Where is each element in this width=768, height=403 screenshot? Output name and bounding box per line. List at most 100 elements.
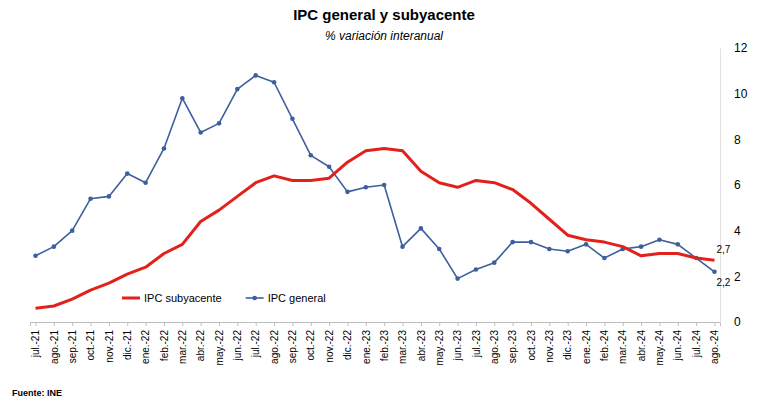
x-tick-mark <box>439 322 440 326</box>
series-marker <box>657 238 662 243</box>
legend-swatch <box>122 297 140 300</box>
x-tick-mark <box>292 322 293 326</box>
x-tick-mark <box>54 322 55 326</box>
series-marker <box>419 226 424 231</box>
series-marker <box>639 244 644 249</box>
x-tick-label: sep.-22 <box>287 330 298 364</box>
series-marker <box>602 256 607 261</box>
x-tick-mark <box>714 322 715 326</box>
x-tick-label: oct.-21 <box>85 330 96 361</box>
legend-marker <box>252 296 257 301</box>
series-marker <box>162 146 167 151</box>
series-marker <box>52 244 57 249</box>
series-marker <box>88 196 93 201</box>
x-tick-mark <box>237 322 238 326</box>
x-axis: jul.-21 ago.-21 sep.-21 oct.-21 nov.-21 dic.-… <box>30 322 720 365</box>
x-tick: nov.-23 <box>544 322 555 363</box>
y-tick-label: 10 <box>734 87 748 101</box>
series-marker <box>33 253 38 258</box>
title: IPC general y subyacente <box>293 6 475 23</box>
x-tick: abr.-22 <box>195 322 206 361</box>
series-marker <box>180 96 185 101</box>
y-tick-label: 4 <box>734 224 741 238</box>
x-tick: jul.-24 <box>691 322 702 358</box>
x-tick-mark <box>201 322 202 326</box>
x-tick: ago.-24 <box>709 322 720 364</box>
x-tick-label: dic.-23 <box>562 330 573 360</box>
x-tick: dic.-22 <box>342 322 353 360</box>
x-tick: jun.-24 <box>672 322 683 362</box>
x-tick-mark <box>164 322 165 326</box>
x-tick-label: jul.-23 <box>471 330 482 359</box>
x-tick-label: dic.-21 <box>122 330 133 360</box>
x-tick: mar.-23 <box>397 322 408 364</box>
series-marker <box>584 242 589 247</box>
y-tick: 8 <box>720 133 741 147</box>
x-tick-label: ago.-21 <box>49 330 60 364</box>
x-tick-label: nov.-21 <box>104 330 115 363</box>
x-tick-label: abr.-22 <box>195 330 206 362</box>
x-tick-mark <box>586 322 587 326</box>
y-tick-label: 8 <box>734 133 741 147</box>
x-tick: ene.-24 <box>581 322 592 364</box>
series-marker <box>437 247 442 252</box>
x-tick: sep.-22 <box>287 322 298 363</box>
series-marker <box>382 183 387 188</box>
x-tick: feb.-24 <box>599 322 610 361</box>
x-tick-label: dic.-22 <box>342 330 353 360</box>
x-tick-label: abr.-23 <box>416 330 427 362</box>
x-tick-mark <box>91 322 92 326</box>
x-tick-label: jun.-24 <box>672 330 683 362</box>
x-tick-mark <box>623 322 624 326</box>
x-tick-mark <box>476 322 477 326</box>
x-tick-mark <box>329 322 330 326</box>
x-tick-mark <box>127 322 128 326</box>
x-tick-mark <box>549 322 550 326</box>
series-line <box>36 148 715 308</box>
x-tick-label: jun.-22 <box>232 330 243 362</box>
series-marker <box>474 267 479 272</box>
x-tick-label: jul.-22 <box>250 330 261 359</box>
x-tick: mar.-22 <box>177 322 188 364</box>
x-tick-label: jul.-21 <box>30 330 41 359</box>
x-axis-line <box>31 323 721 327</box>
x-tick-label: may.-22 <box>214 330 225 366</box>
series-marker <box>272 80 277 85</box>
x-tick-label: ago.-24 <box>709 330 720 364</box>
series-marker <box>125 171 130 176</box>
x-tick: dic.-21 <box>122 322 133 360</box>
x-tick-mark <box>146 322 147 326</box>
series-marker <box>308 153 313 158</box>
source: Fuente: INE <box>12 388 62 398</box>
x-tick-mark <box>659 322 660 326</box>
series-marker <box>492 260 497 265</box>
series-marker <box>235 87 240 92</box>
data-label: 2,2 <box>716 277 730 288</box>
x-tick: ago.-21 <box>49 322 60 364</box>
x-tick: may.-23 <box>434 322 445 365</box>
x-tick: feb.-23 <box>379 322 390 361</box>
x-tick-mark <box>219 322 220 326</box>
y-tick: 4 <box>720 224 741 238</box>
series-marker <box>290 116 295 121</box>
x-tick-mark <box>182 322 183 326</box>
plot: jul.-21 ago.-21 sep.-21 oct.-21 nov.-21 dic.-… <box>30 41 747 365</box>
x-tick-mark <box>384 322 385 326</box>
series-marker <box>198 130 203 135</box>
x-tick-mark <box>311 322 312 326</box>
x-tick-mark <box>403 322 404 326</box>
x-tick: sep.-21 <box>67 322 78 363</box>
legend-item: IPC subyacente <box>122 292 222 304</box>
x-tick: dic.-23 <box>562 322 573 360</box>
x-tick-mark <box>604 322 605 326</box>
legend: IPC subyacente IPC general <box>122 292 326 304</box>
x-tick-mark <box>696 322 697 326</box>
series-marker <box>529 240 534 245</box>
x-tick-label: oct.-23 <box>526 330 537 361</box>
x-tick: abr.-23 <box>416 322 427 361</box>
x-tick: may.-24 <box>654 322 665 365</box>
legend-label: IPC general <box>268 292 326 304</box>
x-tick: abr.-24 <box>636 322 647 361</box>
series-marker <box>510 240 515 245</box>
x-tick-label: may.-23 <box>434 330 445 366</box>
